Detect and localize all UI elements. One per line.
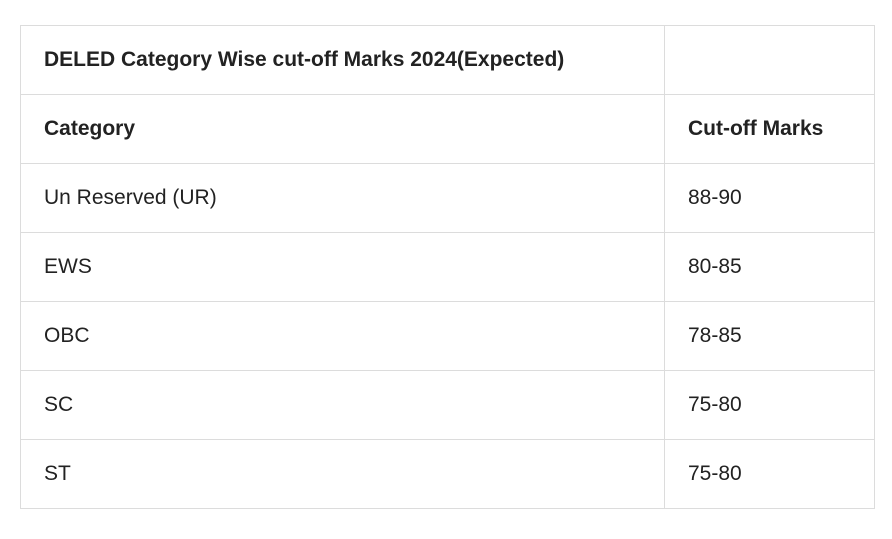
- data-row: SC 75-80: [20, 370, 875, 440]
- category-cell: SC: [20, 370, 665, 440]
- category-cell: ST: [20, 439, 665, 509]
- data-row: ST 75-80: [20, 439, 875, 509]
- marks-cell: 75-80: [664, 439, 875, 509]
- marks-cell: 88-90: [664, 163, 875, 233]
- header-row: Category Cut-off Marks: [20, 94, 875, 164]
- category-cell: EWS: [20, 232, 665, 302]
- table-title: DELED Category Wise cut-off Marks 2024(E…: [20, 25, 665, 95]
- marks-cell: 78-85: [664, 301, 875, 371]
- cutoff-table: DELED Category Wise cut-off Marks 2024(E…: [20, 25, 875, 509]
- empty-cell: [664, 25, 875, 95]
- data-row: EWS 80-85: [20, 232, 875, 302]
- marks-cell: 75-80: [664, 370, 875, 440]
- marks-cell: 80-85: [664, 232, 875, 302]
- data-row: Un Reserved (UR) 88-90: [20, 163, 875, 233]
- title-row: DELED Category Wise cut-off Marks 2024(E…: [20, 25, 875, 95]
- category-cell: OBC: [20, 301, 665, 371]
- header-cell: Cut-off Marks: [664, 94, 875, 164]
- data-row: OBC 78-85: [20, 301, 875, 371]
- category-cell: Un Reserved (UR): [20, 163, 665, 233]
- header-cell: Category: [20, 94, 665, 164]
